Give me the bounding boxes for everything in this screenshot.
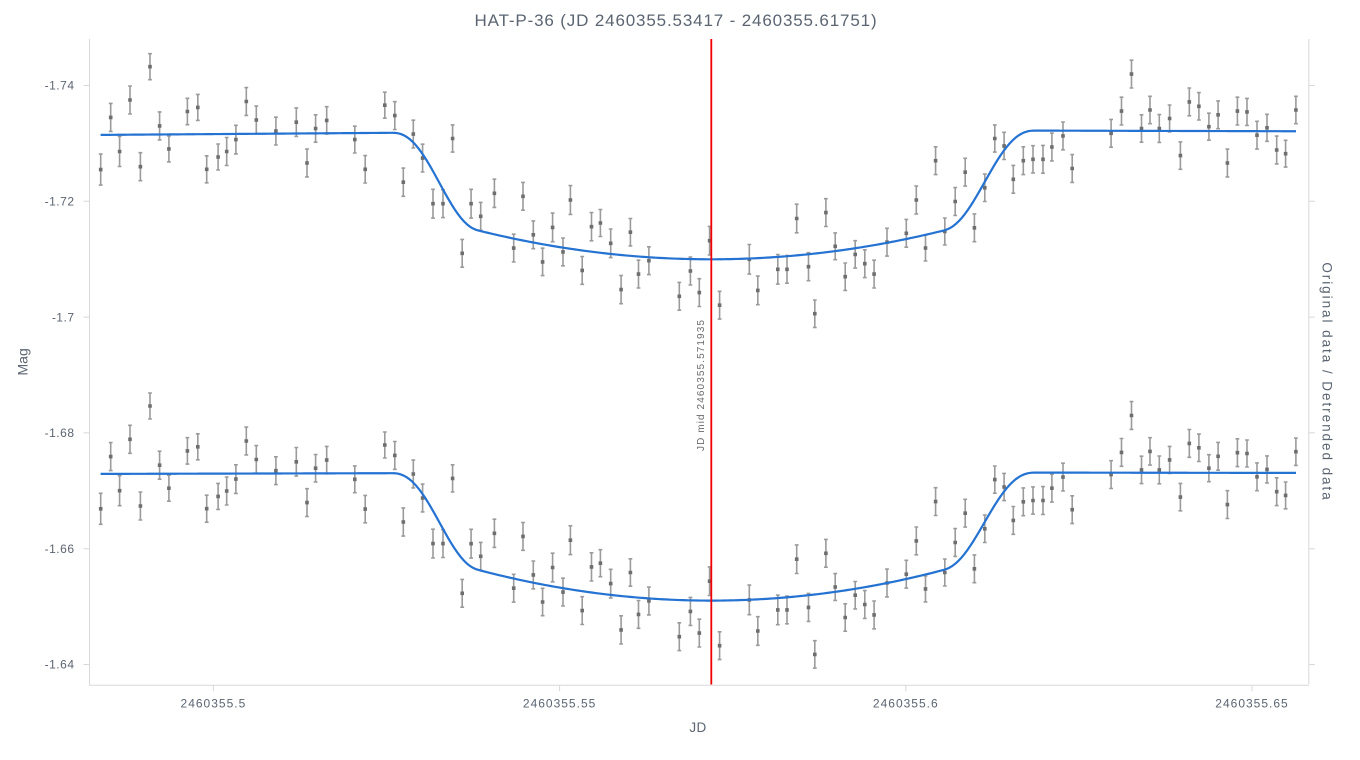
svg-text:-1.7: -1.7 [52,310,75,324]
svg-text:-1.74: -1.74 [45,79,75,93]
svg-text:2460355.55: 2460355.55 [523,697,596,711]
svg-text:Original data / Detrended data: Original data / Detrended data [1320,262,1335,501]
svg-text:-1.68: -1.68 [45,426,75,440]
svg-text:2460355.5: 2460355.5 [181,697,247,711]
svg-text:-1.72: -1.72 [45,195,75,209]
svg-text:Mag: Mag [15,348,31,375]
svg-text:2460355.6: 2460355.6 [873,697,939,711]
svg-text:JD mid 2460355.571935: JD mid 2460355.571935 [696,319,707,451]
svg-text:-1.64: -1.64 [45,658,75,672]
svg-text:2460355.65: 2460355.65 [1215,697,1288,711]
svg-text:HAT-P-36 (JD 2460355.53417 - 2: HAT-P-36 (JD 2460355.53417 - 2460355.617… [475,11,878,30]
svg-text:JD: JD [689,720,706,735]
svg-text:-1.66: -1.66 [45,542,75,556]
